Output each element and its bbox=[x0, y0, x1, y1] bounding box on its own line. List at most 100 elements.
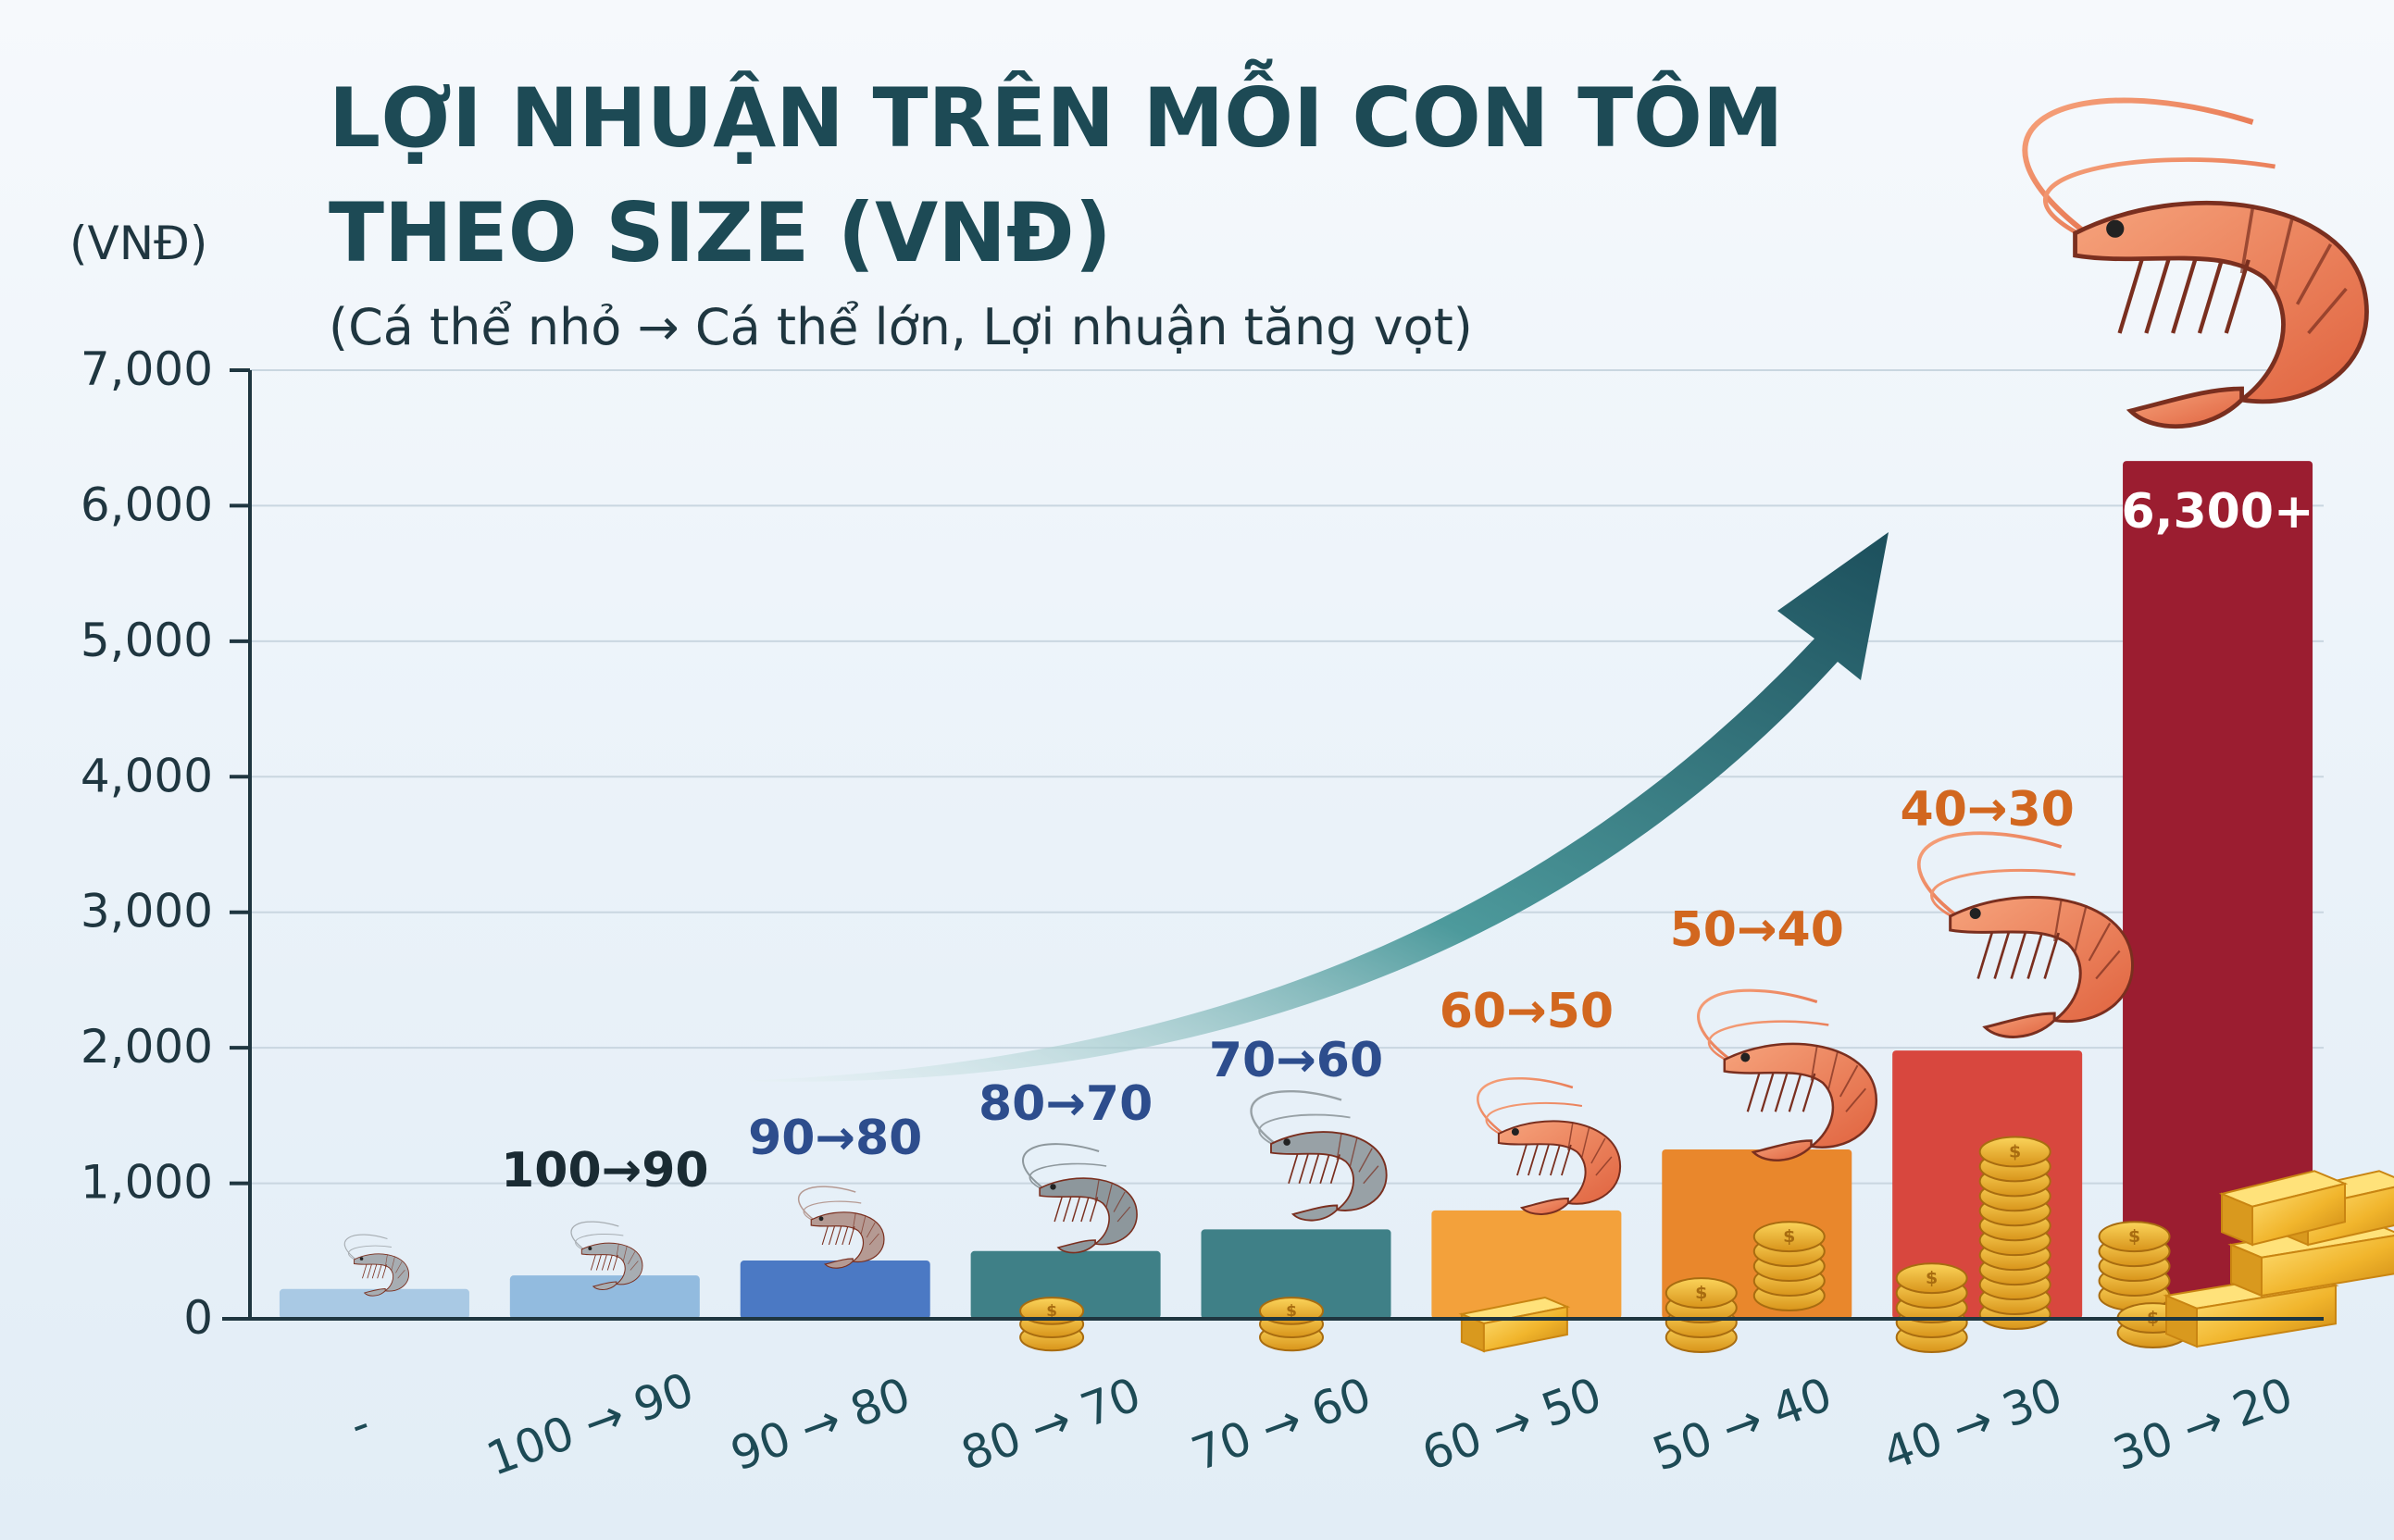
coin bbox=[2098, 1221, 2171, 1253]
shrimp-antenna bbox=[1258, 1113, 1351, 1147]
shrimp-antenna bbox=[1485, 1101, 1583, 1136]
shrimp-eye bbox=[2106, 219, 2125, 238]
gold-bar-front bbox=[2307, 1186, 2394, 1247]
shrimp-leg bbox=[367, 1264, 372, 1279]
shrimp-segment bbox=[868, 1233, 879, 1246]
shrimp-antenna bbox=[1930, 868, 2076, 921]
shrimp-leg bbox=[606, 1254, 613, 1271]
shrimp-tail bbox=[824, 1258, 854, 1269]
shrimp-segment bbox=[2295, 243, 2333, 305]
bar bbox=[970, 1250, 1161, 1319]
bar-value-label: 100→90 bbox=[501, 1143, 708, 1198]
chart-subtitle: (Cá thể nhỏ → Cá thể lớn, Lợi nhuận tăng… bbox=[329, 298, 1473, 356]
x-tick-label: 70 → 60 bbox=[1185, 1367, 1378, 1481]
shrimp-segment bbox=[1590, 1137, 1606, 1164]
coin bbox=[1895, 1262, 1968, 1295]
shrimp-antenna bbox=[575, 1233, 624, 1251]
shrimp-eye bbox=[359, 1257, 364, 1261]
shrimp-body bbox=[1497, 1120, 1622, 1205]
coin-stack: $ bbox=[1978, 1136, 2051, 1330]
shrimp-tail bbox=[1519, 1197, 1569, 1215]
shrimp-segment bbox=[628, 1251, 636, 1265]
shrimp-body bbox=[1039, 1177, 1138, 1246]
y-tick-label: 4,000 bbox=[81, 749, 213, 802]
shrimp-segment bbox=[2088, 922, 2112, 962]
coin-symbol: $ bbox=[1286, 1302, 1297, 1321]
shrimp-segment bbox=[1116, 1206, 1131, 1223]
shrimp-leg bbox=[381, 1264, 387, 1279]
shrimp-segment bbox=[1845, 1087, 1866, 1112]
shrimp-segment bbox=[1358, 1148, 1373, 1173]
shrimp-leg bbox=[601, 1254, 607, 1271]
shrimp-segment bbox=[1363, 1165, 1379, 1185]
shrimp-leg bbox=[828, 1226, 835, 1246]
gridlines bbox=[230, 368, 2324, 1321]
y-tick-label: 7,000 bbox=[81, 342, 213, 396]
bar bbox=[2123, 461, 2313, 1319]
bar-value-label: 6,300+ bbox=[2122, 484, 2314, 540]
x-axis-tick-labels: - 100 → 90 90 → 80 80 → 70 70 → 60 60 → 50 50 … bbox=[343, 1362, 2300, 1486]
shrimp-leg bbox=[2043, 932, 2060, 979]
coin-stack: $ bbox=[1259, 1297, 1324, 1352]
coin-symbol: $ bbox=[2009, 1142, 2021, 1162]
shrimp-leg bbox=[842, 1226, 849, 1246]
shrimp-antenna bbox=[803, 1200, 862, 1222]
bar-value-label: 60→50 bbox=[1440, 984, 1614, 1039]
shrimp-segment bbox=[395, 1261, 403, 1273]
shrimp-eye bbox=[1969, 908, 1981, 919]
shrimp-icon bbox=[1917, 831, 2134, 1038]
shrimp-icon bbox=[1697, 988, 1877, 1161]
shrimp-leg bbox=[1288, 1154, 1299, 1184]
shrimp-leg bbox=[2171, 259, 2198, 334]
shrimp-antenna bbox=[348, 1245, 393, 1261]
shrimp-tail bbox=[1056, 1239, 1096, 1254]
shrimp-leg bbox=[1802, 1073, 1816, 1112]
shrimp-leg bbox=[1054, 1197, 1063, 1223]
shrimp-leg bbox=[595, 1254, 602, 1271]
x-tick-label: - bbox=[343, 1397, 377, 1453]
shrimp-icon bbox=[1477, 1076, 1622, 1215]
shrimp-body bbox=[2073, 200, 2369, 404]
coin bbox=[1752, 1221, 1826, 1253]
trend-arrow bbox=[741, 532, 1889, 1082]
shrimp-segment bbox=[1105, 1182, 1114, 1208]
shrimp-leg bbox=[1516, 1144, 1527, 1176]
shrimp-segment bbox=[1827, 1049, 1839, 1089]
shrimp-tail bbox=[2126, 386, 2244, 429]
shrimp-antenna bbox=[1917, 831, 2063, 918]
shrimp-antenna bbox=[2043, 157, 2276, 240]
shrimp-leg bbox=[1329, 1154, 1340, 1184]
y-tick-label: 0 bbox=[183, 1291, 213, 1345]
coin bbox=[1665, 1277, 1738, 1310]
decorations: $$$$$$$$ bbox=[343, 97, 2394, 1353]
coin-stack: $ bbox=[2098, 1221, 2171, 1311]
shrimp-leg bbox=[1774, 1073, 1789, 1112]
shrimp-eye bbox=[1511, 1128, 1519, 1136]
shrimp-icon bbox=[798, 1186, 885, 1269]
shrimp-leg bbox=[2026, 932, 2043, 979]
shrimp-icon bbox=[1250, 1089, 1388, 1222]
shrimp-leg bbox=[2010, 932, 2026, 979]
bar-value-label: 40→30 bbox=[1901, 782, 2075, 838]
shrimp-leg bbox=[1760, 1073, 1775, 1112]
shrimp-segment bbox=[1839, 1064, 1859, 1098]
bar bbox=[1431, 1210, 1622, 1319]
shrimp-leg bbox=[848, 1226, 855, 1246]
bar-value-labels: 100→90 90→80 80→70 70→60 60→50 50→40 40→30 6,30… bbox=[501, 484, 2313, 1198]
shrimp-segment bbox=[1349, 1136, 1358, 1166]
shrimp-eye bbox=[1283, 1138, 1291, 1146]
shrimp-eye bbox=[818, 1216, 824, 1222]
shrimp-antenna bbox=[1029, 1162, 1107, 1191]
y-axis-unit-label: (VNĐ) bbox=[69, 217, 207, 270]
gold-bar-front bbox=[2251, 1182, 2346, 1247]
gold-bar-front bbox=[2196, 1284, 2337, 1348]
shrimp-leg bbox=[1550, 1144, 1561, 1176]
shrimp-segment bbox=[860, 1215, 867, 1235]
shrimp-leg bbox=[1063, 1197, 1072, 1223]
shrimp-eye bbox=[588, 1247, 592, 1250]
y-tick-label: 3,000 bbox=[81, 885, 213, 938]
shrimp-leg bbox=[1561, 1144, 1572, 1176]
shrimp-segment bbox=[2074, 904, 2088, 951]
x-tick-label: 100 → 90 bbox=[480, 1362, 701, 1486]
